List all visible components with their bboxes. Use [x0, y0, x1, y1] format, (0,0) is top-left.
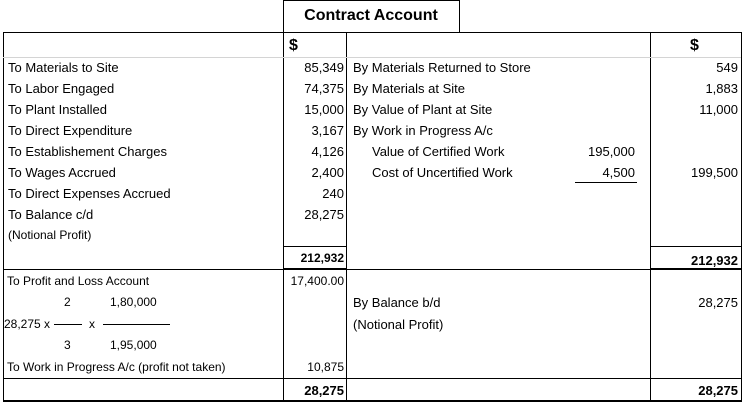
ledger-label: To Direct Expenditure	[8, 123, 133, 138]
denominator: 3	[64, 338, 71, 352]
ledger-label: By Materials Returned to Store	[353, 60, 531, 75]
ledger-label: To Profit and Loss Account	[7, 274, 150, 288]
total: 212,932	[691, 253, 738, 268]
amount: 11,000	[699, 102, 738, 117]
ledger-label: By Value of Plant at Site	[353, 102, 493, 117]
currency: $	[690, 37, 699, 54]
total: 28,275	[698, 383, 738, 398]
rule	[3, 32, 4, 402]
amount: 3,167	[311, 123, 344, 138]
detail-amount: 4,500	[602, 165, 635, 180]
amount: 549	[716, 60, 738, 75]
numerator: 2	[64, 295, 71, 309]
amount: 28,275	[304, 207, 344, 222]
rule	[3, 378, 741, 379]
total: 28,275	[304, 383, 344, 398]
rule	[283, 0, 459, 1]
amount: 15,000	[304, 102, 344, 117]
ledger-label: By Balance b/d	[353, 295, 441, 310]
title: Contract Account	[304, 7, 438, 24]
amount: 4,126	[311, 144, 344, 159]
operator: x	[89, 317, 95, 331]
currency: $	[289, 37, 298, 54]
rule	[3, 32, 741, 33]
ledger-note: (Notional Profit)	[353, 317, 444, 332]
detail-label: Value of Certified Work	[372, 144, 505, 159]
rule	[650, 268, 741, 270]
amount: 28,275	[698, 295, 738, 310]
amount: 74,375	[304, 81, 344, 96]
multiplicand: 28,275 x	[4, 317, 51, 331]
ledger-label: To Plant Installed	[8, 102, 108, 117]
amount: 17,400.00	[290, 274, 344, 288]
amount: 85,349	[304, 60, 344, 75]
rule	[650, 246, 741, 247]
ledger-label: To Work in Progress A/c (profit not take…	[7, 360, 226, 374]
rule	[283, 268, 346, 270]
amount: 2,400	[311, 165, 344, 180]
denominator: 1,95,000	[110, 338, 157, 352]
rule	[3, 269, 283, 270]
rule	[3, 400, 741, 402]
ledger-label: To Labor Engaged	[8, 81, 115, 96]
rule	[346, 269, 650, 270]
fraction-bar	[103, 324, 170, 325]
amount: 1,883	[705, 81, 738, 96]
rule	[283, 0, 284, 32]
ledger-label: To Direct Expenses Accrued	[8, 186, 171, 201]
detail-label: Cost of Uncertified Work	[372, 165, 513, 180]
ledger-label: By Work in Progress A/c	[353, 123, 493, 138]
rule	[741, 32, 742, 402]
amount: 10,875	[307, 360, 344, 374]
amount: 240	[322, 186, 344, 201]
ledger-label: To Establishement Charges	[8, 144, 167, 159]
rule	[283, 246, 346, 247]
ledger-label: To Materials to Site	[8, 60, 119, 75]
numerator: 1,80,000	[110, 295, 157, 309]
rule	[650, 32, 651, 402]
amount: 199,500	[691, 165, 738, 180]
total: 212,932	[300, 251, 344, 265]
ledger-label: (Notional Profit)	[8, 228, 92, 242]
fraction-bar	[54, 324, 82, 325]
ledger-label: By Materials at Site	[353, 81, 465, 96]
underline	[575, 182, 637, 183]
gridline	[3, 57, 741, 58]
rule	[459, 0, 460, 32]
rule	[346, 32, 347, 402]
rule	[283, 32, 284, 402]
detail-amount: 195,000	[588, 144, 635, 159]
ledger-label: To Wages Accrued	[8, 165, 116, 180]
ledger-label: To Balance c/d	[8, 207, 94, 222]
